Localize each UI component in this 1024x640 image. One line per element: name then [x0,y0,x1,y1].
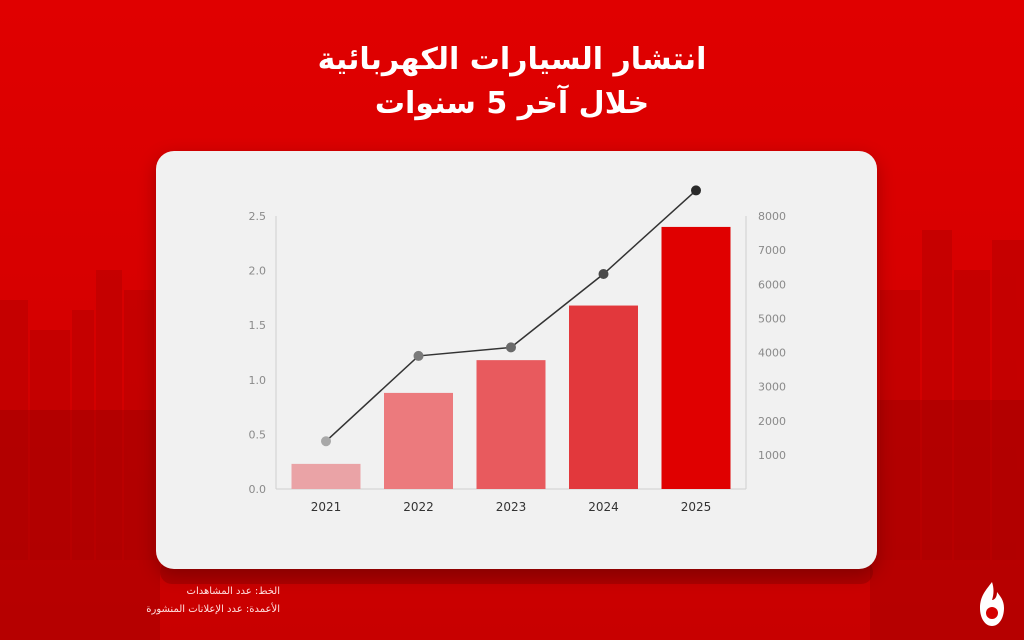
flame-logo-icon [980,582,1004,626]
line-point-2024 [598,269,609,280]
x-tick-label: 2024 [588,500,619,514]
bar-2021 [291,463,361,489]
y-right-tick-label: 3000 [758,381,786,394]
legend-line-text: الخط: عدد المشاهدات [186,586,280,597]
title-line-2: خلال آخر 5 سنوات [374,86,650,121]
y-left-tick-label: 1.0 [249,374,267,387]
bar-2025 [661,226,731,490]
chart-legend: الخط: عدد المشاهدات الأعمدة: عدد الإعلان… [20,583,280,619]
line-point-2025 [691,185,701,196]
y-left-tick-label: 2.5 [249,210,267,223]
combo-chart: 0.0 0.5 1.0 1.5 2.0 2.5 1000 2000 3000 4000 5000 60… [249,185,786,514]
y-right-tick-label: 4000 [758,347,786,360]
y-right-tick-label: 1000 [758,449,786,462]
title-line-1: انتشار السيارات الكهربائية [317,42,707,77]
bar-2022 [384,392,453,489]
x-tick-label: 2022 [403,500,434,514]
line-point-2022 [413,350,424,361]
line-point-2021 [321,436,331,447]
y-right-tick-label: 8000 [758,210,786,223]
y-right-tick-label: 2000 [758,415,786,428]
y-left-tick-label: 1.5 [249,319,267,332]
y-left-tick-label: 0.5 [249,428,267,441]
line-point-2023 [506,342,516,353]
x-tick-label: 2025 [681,500,712,514]
y-right-tick-label: 6000 [758,278,786,291]
x-tick-label: 2023 [496,500,527,514]
legend-bars-text: الأعمدة: عدد الإعلانات المنشورة [146,604,280,615]
bar-2024 [569,305,638,489]
chart-card: 0.0 0.5 1.0 1.5 2.0 2.5 1000 2000 3000 4000 5000 60… [156,151,877,569]
y-right-tick-label: 5000 [758,312,786,325]
y-right-tick-label: 7000 [758,244,786,257]
x-tick-label: 2021 [311,500,342,514]
y-left-tick-label: 2.0 [249,265,267,278]
y-left-tick-label: 0.0 [249,483,267,496]
bar-2023 [476,360,546,489]
chart-title: انتشار السيارات الكهربائية خلال آخر 5 سن… [0,38,1024,126]
